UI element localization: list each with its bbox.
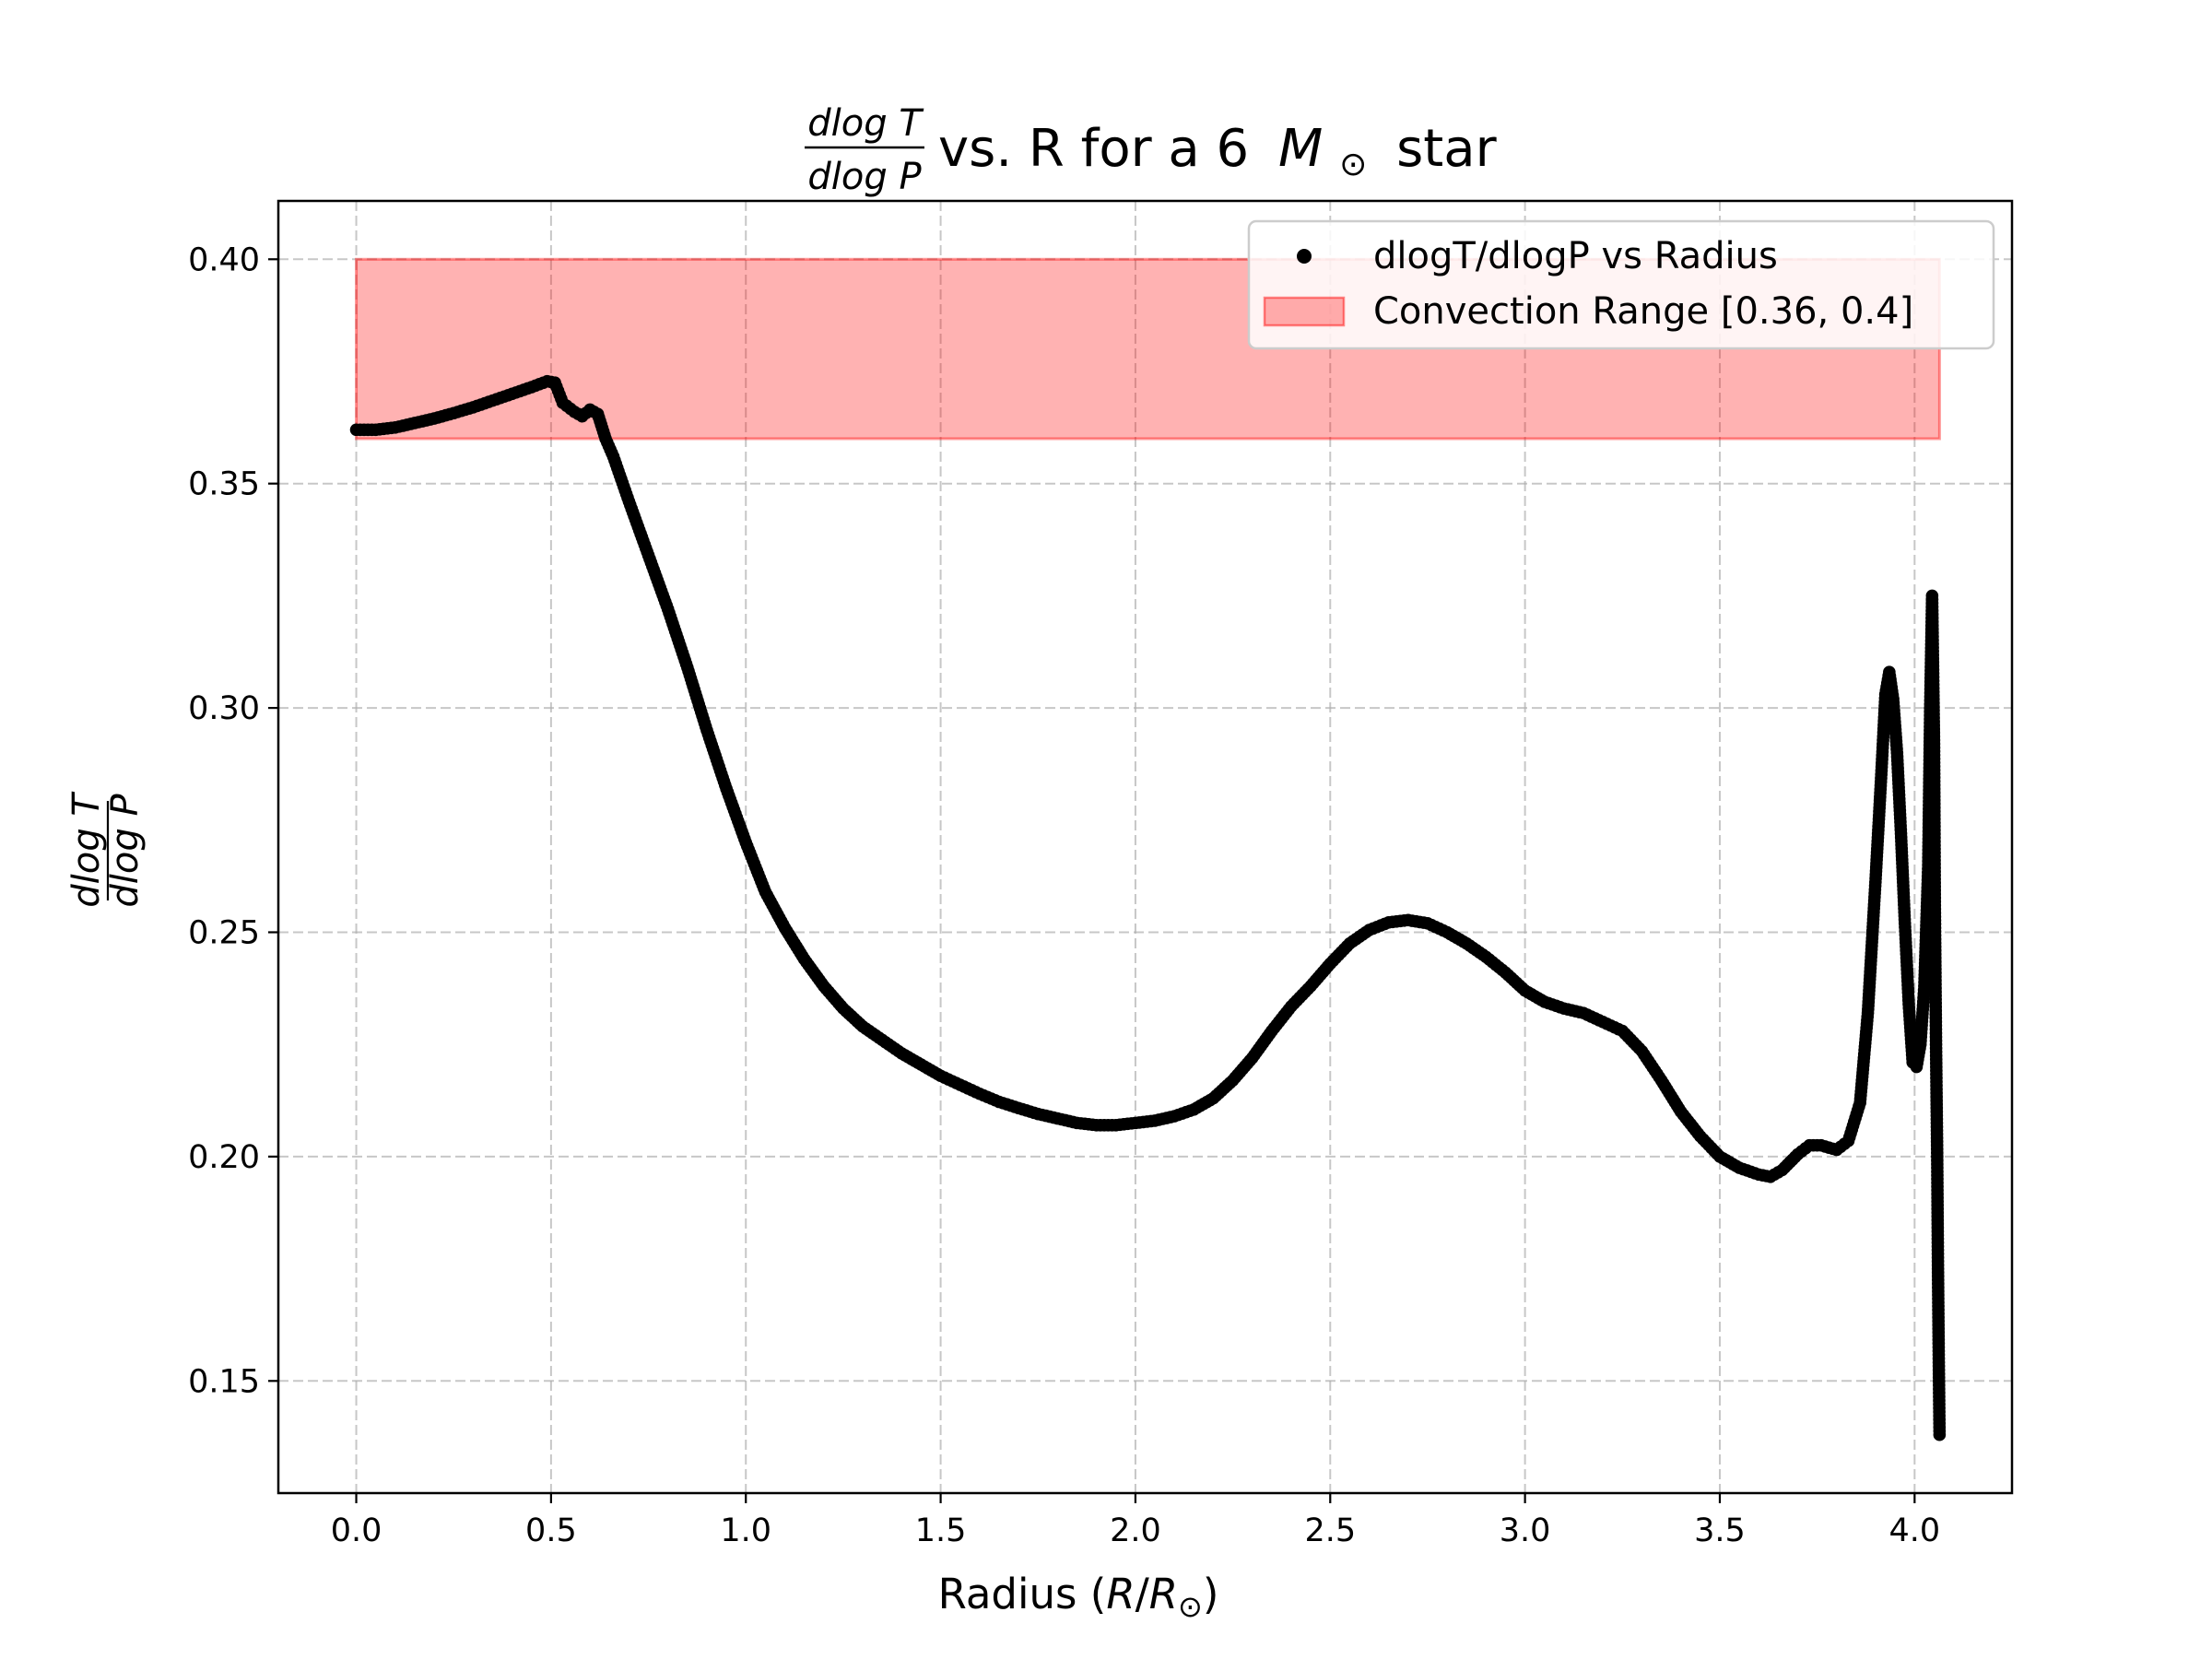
x-tick-label: 0.0 [331, 1512, 382, 1549]
legend-marker-points [1297, 249, 1312, 264]
title-mass-symbol: M [1278, 119, 1323, 179]
title-fraction-denominator: dlog P [807, 156, 922, 198]
y-axis-label: dlog T dlog P [65, 791, 147, 908]
x-label-slash: / [1135, 1570, 1150, 1618]
y-label-numerator: dlog T [65, 791, 108, 908]
x-tick-label: 3.0 [1500, 1512, 1551, 1549]
chart-title: dlog T dlog P vs. R for a 6 M ⊙ star [805, 102, 1498, 198]
legend-label-band: Convection Range [0.36, 0.4] [1373, 290, 1913, 333]
legend-box [1247, 219, 1995, 350]
y-tick-label: 0.30 [188, 690, 260, 727]
y-tick-label: 0.15 [188, 1363, 260, 1400]
title-fraction-numerator: dlog T [807, 102, 924, 145]
title-text-before: vs. R for a 6 [938, 119, 1249, 179]
y-tick-label: 0.35 [188, 466, 260, 503]
plot-frame [276, 199, 2014, 1495]
data-points [349, 374, 1947, 1441]
x-label-r2: R [1149, 1570, 1178, 1618]
title-sun-symbol: ⊙ [1339, 146, 1367, 183]
data-point [1933, 1428, 1947, 1441]
y-tick-label: 0.20 [188, 1139, 260, 1176]
y-label-denominator: dlog P [104, 794, 147, 908]
x-tick-label: 4.0 [1888, 1512, 1940, 1549]
y-tick-label: 0.40 [188, 241, 260, 278]
title-text: vs. R for a 6 M ⊙ star [938, 119, 1498, 188]
legend-marker-band [1263, 296, 1346, 327]
axis-ticks: 0.0 0.5 1.0 1.5 2.0 2.5 3.0 3.5 4.0 0.15 0.20 0.25 0… [188, 241, 1940, 1549]
x-tick-label: 2.0 [1110, 1512, 1161, 1549]
x-tick-label: 0.5 [525, 1512, 577, 1549]
grid [278, 201, 2012, 1493]
x-tick-label: 1.5 [915, 1512, 967, 1549]
title-text-after: star [1396, 119, 1497, 179]
x-label-close: ) [1203, 1570, 1219, 1618]
x-tick-label: 1.0 [720, 1512, 771, 1549]
x-tick-label: 2.5 [1304, 1512, 1356, 1549]
x-label-text: Radius ( [938, 1570, 1107, 1618]
x-tick-label: 3.5 [1694, 1512, 1746, 1549]
legend: dlogT/dlogP vs Radius Convection Range [… [1247, 219, 1995, 350]
y-tick-label: 0.25 [188, 914, 260, 951]
legend-label-points: dlogT/dlogP vs Radius [1373, 235, 1778, 277]
x-label-r1: R [1106, 1570, 1135, 1618]
x-axis-label: Radius (R/R⊙) [938, 1570, 1219, 1624]
x-label-sun: ⊙ [1178, 1589, 1203, 1624]
